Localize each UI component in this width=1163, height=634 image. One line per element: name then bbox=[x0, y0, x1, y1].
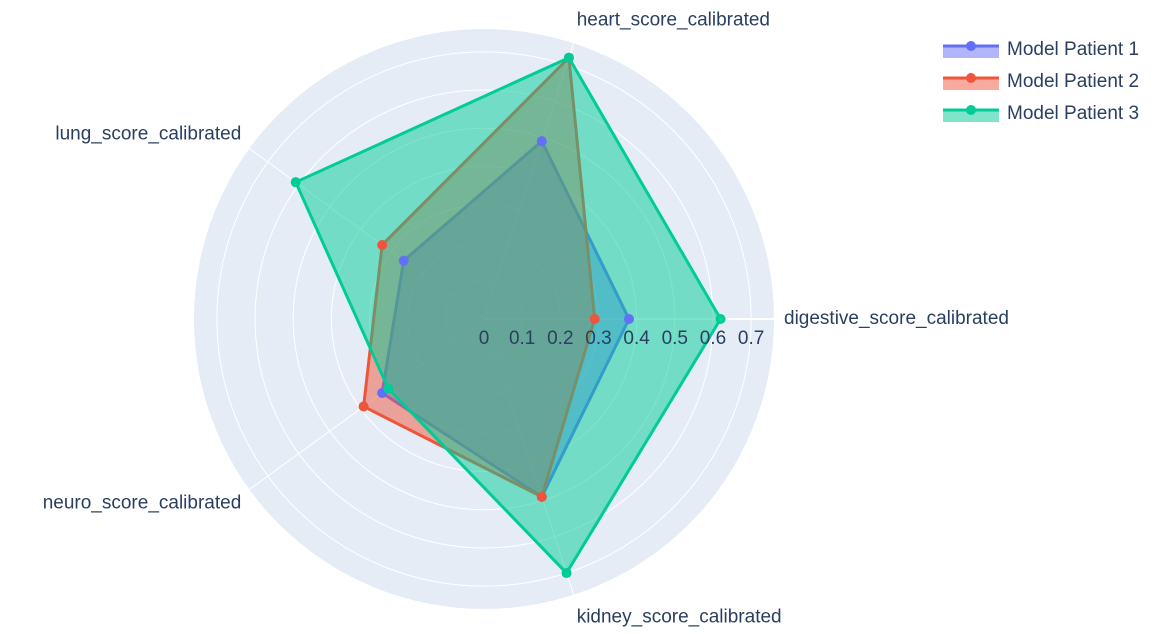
category-label: lung_score_calibrated bbox=[55, 123, 241, 144]
radial-tick-label: 0.2 bbox=[547, 328, 573, 349]
data-point bbox=[398, 255, 409, 266]
series-area bbox=[294, 56, 723, 575]
radial-tick-label: 0.6 bbox=[700, 328, 726, 349]
legend-label: Model Patient 2 bbox=[1007, 71, 1139, 92]
data-point bbox=[715, 314, 726, 324]
legend-item: Model Patient 1 bbox=[943, 39, 1139, 60]
legend-marker bbox=[966, 105, 976, 115]
category-label: kidney_score_calibrated bbox=[577, 607, 782, 628]
radial-tick-label: 0 bbox=[479, 328, 490, 349]
data-point bbox=[624, 314, 634, 324]
legend-swatch bbox=[943, 78, 999, 90]
radial-tick-label: 0.3 bbox=[585, 328, 611, 349]
legend-item: Model Patient 3 bbox=[943, 103, 1139, 124]
data-point bbox=[589, 314, 600, 324]
data-point bbox=[536, 136, 547, 147]
radial-tick-label: 0.5 bbox=[662, 328, 688, 349]
radial-tick-label: 0.4 bbox=[623, 328, 650, 349]
radial-tick-label: 0.1 bbox=[509, 328, 535, 349]
data-point bbox=[383, 383, 394, 394]
legend-swatch bbox=[943, 110, 999, 122]
legend-marker bbox=[966, 73, 976, 83]
data-point bbox=[290, 177, 301, 188]
category-label: digestive_score_calibrated bbox=[784, 308, 1009, 329]
category-label: neuro_score_calibrated bbox=[43, 493, 242, 514]
category-label: heart_score_calibrated bbox=[577, 9, 770, 30]
data-point bbox=[377, 239, 388, 250]
legend-label: Model Patient 1 bbox=[1007, 39, 1139, 60]
legend-marker bbox=[966, 41, 976, 51]
legend-swatch bbox=[943, 46, 999, 58]
legend-item: Model Patient 2 bbox=[943, 71, 1139, 92]
data-point bbox=[536, 491, 547, 502]
radial-tick-label: 0.7 bbox=[738, 328, 764, 349]
legend-label: Model Patient 3 bbox=[1007, 103, 1139, 124]
data-point bbox=[358, 401, 369, 412]
data-point bbox=[561, 568, 572, 579]
data-point bbox=[563, 52, 574, 63]
